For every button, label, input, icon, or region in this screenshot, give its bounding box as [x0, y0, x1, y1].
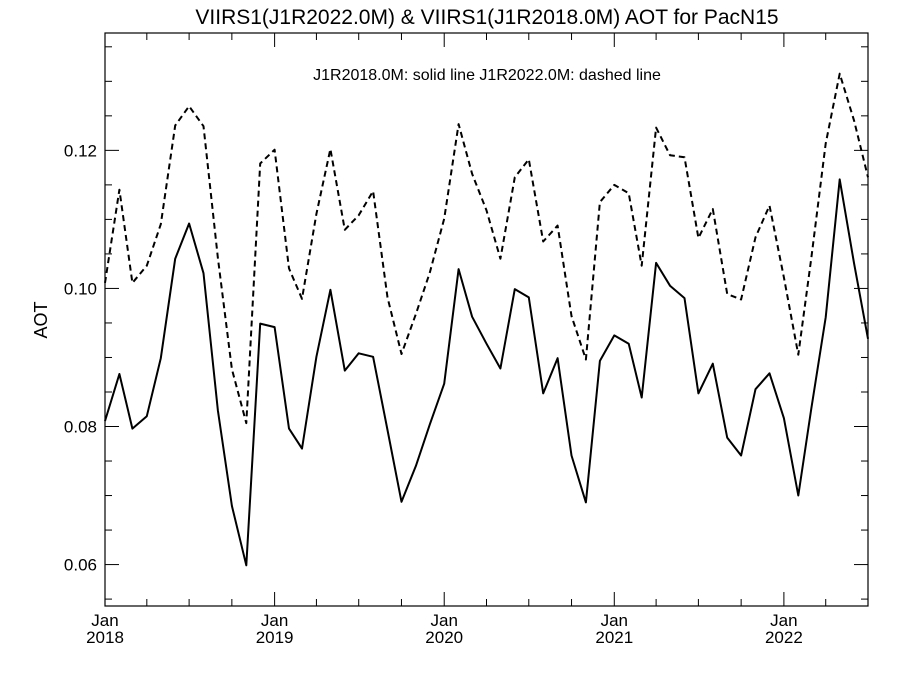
- x-tick-label-year: 2019: [256, 628, 294, 647]
- x-tick-label-month: Jan: [431, 611, 458, 630]
- x-tick-label-month: Jan: [91, 611, 118, 630]
- plot-area: 0.060.080.100.12Jan2018Jan2019Jan2020Jan…: [64, 32, 869, 647]
- x-tick-label-year: 2021: [595, 628, 633, 647]
- x-tick-label-month: Jan: [261, 611, 288, 630]
- y-tick-label: 0.12: [64, 141, 97, 160]
- x-tick-label-year: 2022: [765, 628, 803, 647]
- y-tick-label: 0.06: [64, 556, 97, 575]
- series-line-j1r2022-0m: [104, 72, 869, 425]
- x-tick-label-month: Jan: [770, 611, 797, 630]
- y-tick-label: 0.08: [64, 418, 97, 437]
- y-tick-label: 0.10: [64, 279, 97, 298]
- series-line-j1r2018-0m: [104, 178, 869, 567]
- x-tick-label-year: 2020: [425, 628, 463, 647]
- chart-title: VIIRS1(J1R2022.0M) & VIIRS1(J1R2018.0M) …: [195, 6, 778, 29]
- x-tick-label-year: 2018: [86, 628, 124, 647]
- y-axis-label: AOT: [31, 301, 51, 338]
- x-tick-label-month: Jan: [601, 611, 628, 630]
- series-annotation: J1R2018.0M: solid line J1R2022.0M: dashe…: [313, 67, 661, 84]
- plot-frame: [104, 32, 869, 607]
